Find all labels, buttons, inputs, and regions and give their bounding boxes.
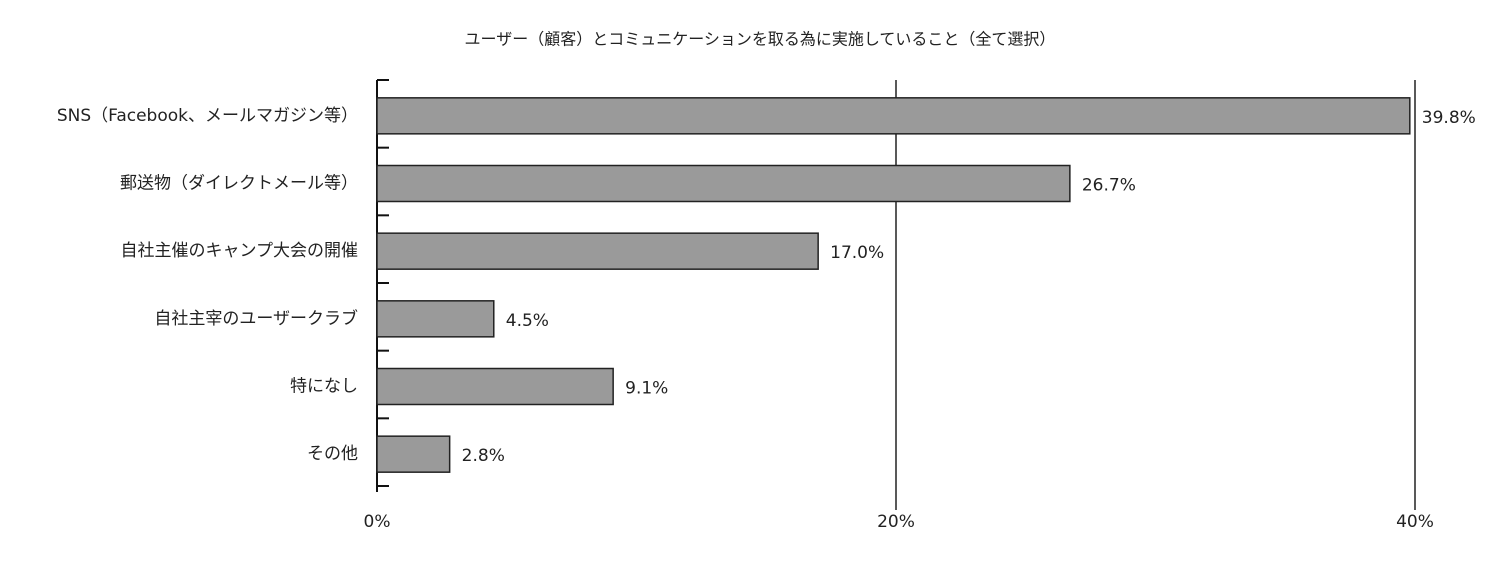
bar [376,435,451,473]
value-label: 17.0% [830,243,884,263]
value-label: 4.5% [506,311,549,331]
y-tick-label: 特になし [290,377,358,397]
chart-title: ユーザー（顧客）とコミュニケーションを取る為に実施していること（全て選択） [465,30,1056,49]
value-label: 39.8% [1422,108,1476,128]
x-tick-label: 0% [364,512,391,532]
bar [376,367,614,406]
value-label: 2.8% [462,446,505,466]
y-tick-label: 自社主催のキャンプ大会の開催 [121,241,359,261]
y-tick-label: 郵送物（ダイレクトメール等） [120,174,358,194]
y-tick-label: 自社主宰のユーザークラブ [154,308,358,329]
bar [376,97,1411,135]
bar [376,232,819,270]
x-tick-label: 40% [1396,512,1434,532]
value-label: 26.7% [1082,176,1136,196]
value-label: 9.1% [625,379,668,399]
bar [376,164,1071,203]
bar [376,300,495,338]
y-tick-label: SNS（Facebook、メールマガジン等） [57,106,358,126]
x-tick-label: 20% [877,512,915,532]
y-tick-label: その他 [307,444,358,464]
